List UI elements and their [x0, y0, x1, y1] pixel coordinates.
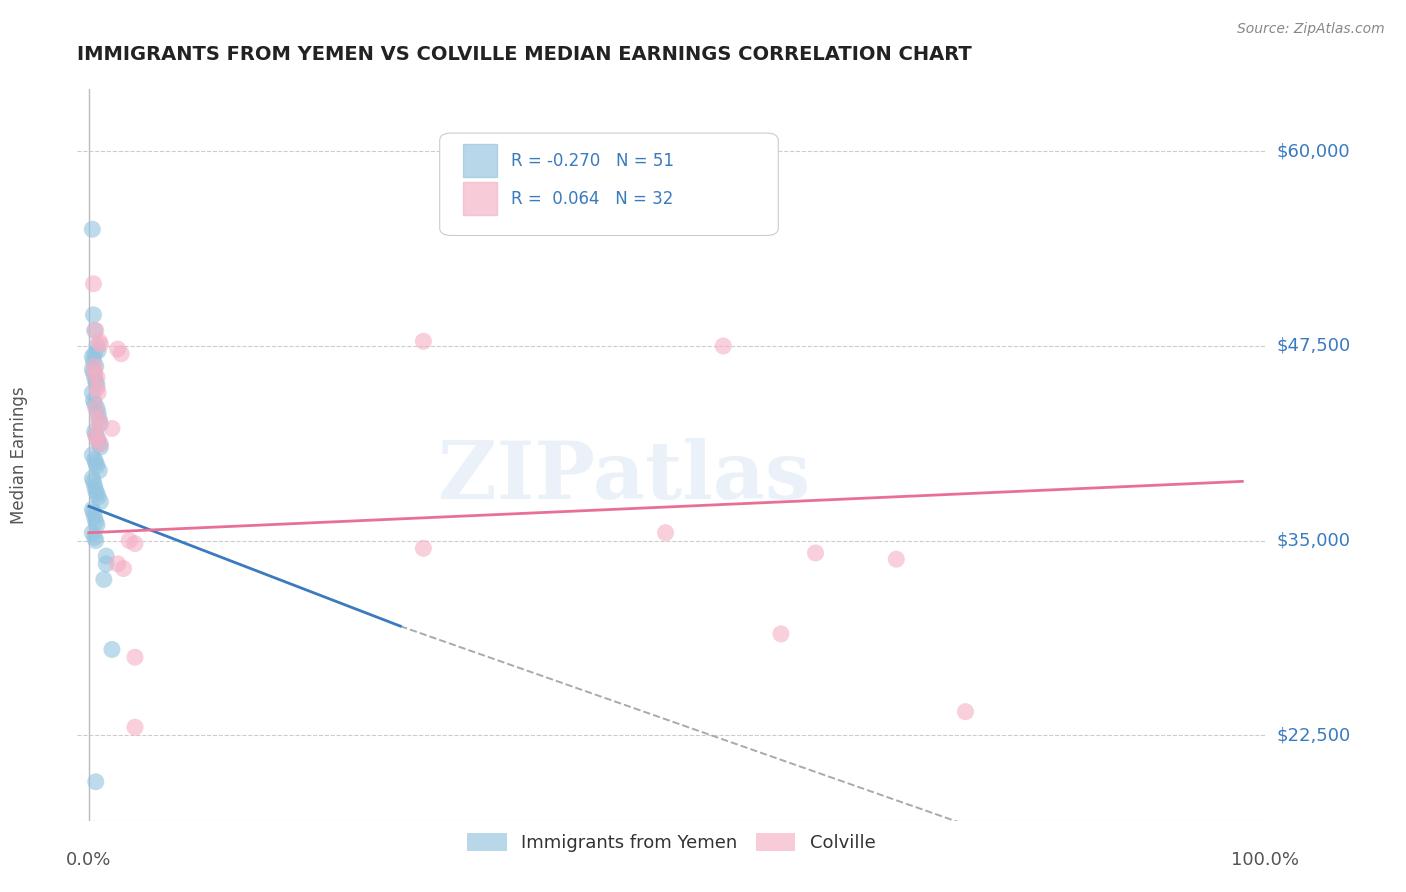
Point: [124, 536, 146, 550]
Point: [83, 366, 105, 380]
Point: [804, 546, 827, 560]
Text: R = -0.270   N = 51: R = -0.270 N = 51: [510, 152, 673, 169]
Point: [654, 525, 676, 540]
Point: [84, 323, 107, 337]
Text: ZIPatlas: ZIPatlas: [437, 438, 810, 516]
Point: [89, 463, 111, 477]
Bar: [464, 145, 496, 178]
Point: [83, 359, 105, 374]
Point: [84, 483, 107, 498]
Point: [82, 362, 104, 376]
Point: [107, 557, 129, 571]
Point: [96, 549, 118, 563]
Point: [86, 458, 108, 473]
Point: [884, 552, 907, 566]
Point: [89, 494, 111, 508]
Point: [83, 425, 105, 439]
Point: [82, 366, 104, 380]
Point: [112, 561, 135, 575]
Point: [86, 370, 108, 384]
Point: [124, 650, 146, 665]
Point: [118, 533, 141, 548]
Point: [87, 385, 110, 400]
Point: [84, 456, 107, 470]
Point: [86, 433, 108, 447]
Text: Median Earnings: Median Earnings: [10, 386, 28, 524]
Point: [83, 396, 105, 410]
Point: [101, 642, 124, 657]
Point: [83, 479, 105, 493]
Point: [769, 627, 792, 641]
Point: [89, 417, 111, 431]
Point: [83, 323, 105, 337]
Point: [84, 427, 107, 442]
Point: [96, 557, 118, 571]
Point: [86, 487, 108, 501]
Point: [89, 417, 111, 431]
Text: $22,500: $22,500: [1277, 726, 1351, 744]
Text: $47,500: $47,500: [1277, 337, 1351, 355]
Text: 100.0%: 100.0%: [1232, 851, 1299, 869]
Point: [82, 308, 104, 322]
Point: [84, 774, 107, 789]
Point: [87, 433, 110, 447]
Point: [107, 342, 129, 356]
Point: [82, 506, 104, 520]
Point: [83, 452, 105, 467]
Text: IMMIGRANTS FROM YEMEN VS COLVILLE MEDIAN EARNINGS CORRELATION CHART: IMMIGRANTS FROM YEMEN VS COLVILLE MEDIAN…: [77, 45, 972, 64]
Point: [82, 475, 104, 489]
Point: [82, 393, 104, 408]
Point: [955, 705, 977, 719]
Point: [86, 339, 108, 353]
Point: [83, 530, 105, 544]
Text: 0.0%: 0.0%: [66, 851, 111, 869]
Point: [82, 471, 104, 485]
Point: [412, 541, 434, 556]
Point: [86, 377, 108, 392]
Point: [84, 359, 107, 374]
Point: [82, 350, 104, 364]
Point: [82, 222, 104, 236]
Text: R =  0.064   N = 32: R = 0.064 N = 32: [510, 190, 673, 208]
Point: [89, 437, 111, 451]
Point: [84, 375, 107, 389]
Point: [84, 401, 107, 416]
FancyBboxPatch shape: [440, 133, 779, 235]
Point: [89, 437, 111, 451]
Point: [110, 347, 132, 361]
Point: [93, 573, 115, 587]
Point: [84, 515, 107, 529]
Point: [711, 339, 734, 353]
Point: [89, 440, 111, 454]
Point: [84, 533, 107, 548]
Point: [84, 427, 107, 442]
Point: [82, 502, 104, 516]
Text: Source: ZipAtlas.com: Source: ZipAtlas.com: [1237, 22, 1385, 37]
Point: [83, 347, 105, 361]
Point: [83, 510, 105, 524]
Text: $60,000: $60,000: [1277, 143, 1350, 161]
Point: [82, 277, 104, 291]
Point: [82, 448, 104, 462]
Point: [86, 381, 108, 395]
Point: [89, 334, 111, 349]
Point: [83, 370, 105, 384]
Point: [89, 337, 111, 351]
Bar: [464, 183, 496, 215]
Point: [86, 401, 108, 416]
Point: [82, 354, 104, 368]
Point: [87, 406, 110, 420]
Point: [87, 343, 110, 358]
Point: [82, 385, 104, 400]
Point: [89, 412, 111, 426]
Point: [86, 518, 108, 533]
Text: $35,000: $35,000: [1277, 532, 1351, 549]
Legend: Immigrants from Yemen, Colville: Immigrants from Yemen, Colville: [460, 825, 883, 859]
Point: [412, 334, 434, 349]
Point: [82, 525, 104, 540]
Point: [87, 412, 110, 426]
Point: [101, 421, 124, 435]
Point: [124, 720, 146, 734]
Point: [87, 490, 110, 504]
